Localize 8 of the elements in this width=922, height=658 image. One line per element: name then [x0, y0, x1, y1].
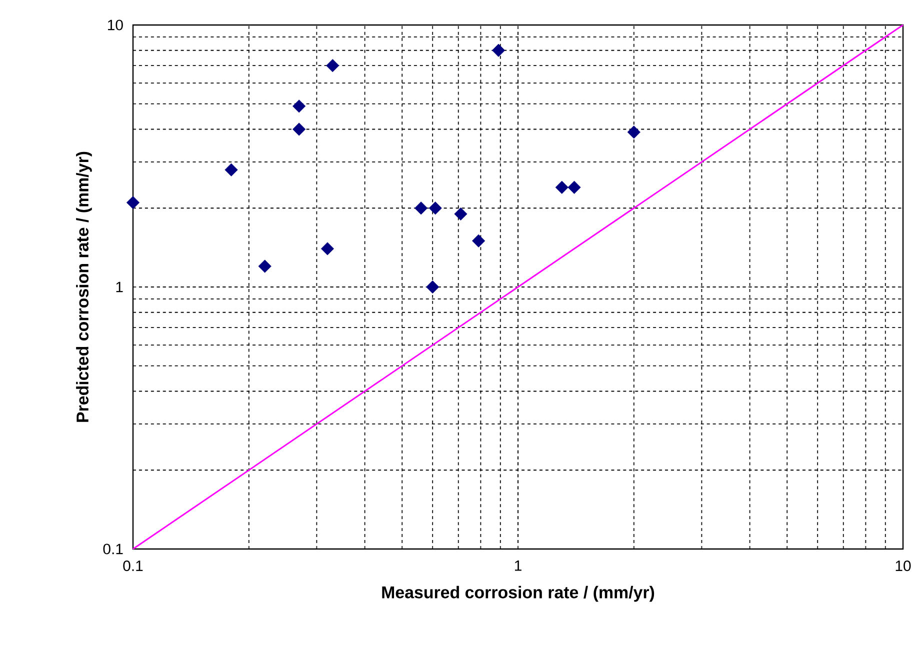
x-tick-label: 1 — [514, 560, 522, 571]
x-tick-label: 0.1 — [123, 560, 143, 572]
x-tick-label: 10 — [896, 560, 911, 572]
x-axis-title: Measured corrosion rate / (mm/yr) — [382, 586, 654, 602]
y-tick-label: 0.1 — [103, 544, 123, 554]
y-tick-label: 1 — [116, 282, 123, 292]
y-tick-label: 10 — [108, 20, 123, 30]
y-axis-title: Predicted corrosion rate / (mm/yr) — [76, 152, 92, 422]
